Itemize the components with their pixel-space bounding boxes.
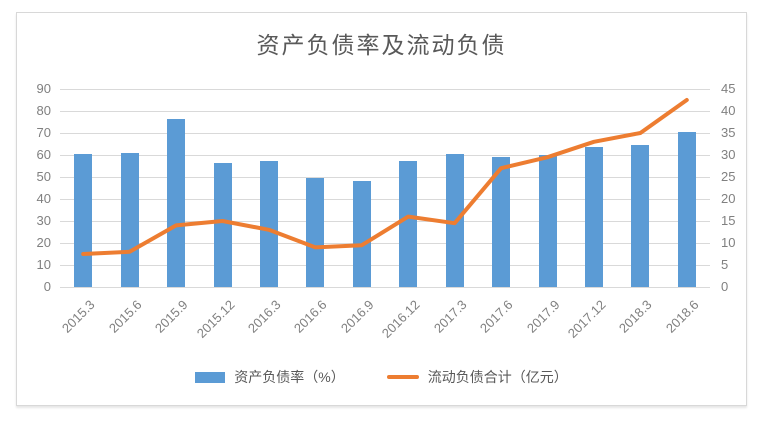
x-axis-label-2016.6: 2016.6 (291, 297, 330, 336)
bar-2015.9 (167, 118, 186, 287)
right-axis-tick-25: 25 (721, 169, 736, 184)
left-axis-tick-60: 60 (36, 147, 51, 162)
right-axis-tick-45: 45 (721, 81, 736, 96)
left-axis-tick-70: 70 (36, 125, 51, 140)
left-axis-tick-90: 90 (36, 81, 51, 96)
bar-2017.12 (584, 147, 603, 287)
gridline-20 (60, 242, 710, 244)
right-axis-tick-10: 10 (721, 235, 736, 250)
left-axis-tick-30: 30 (36, 213, 51, 228)
current-liabilities-line (81, 98, 689, 256)
left-axis-tick-10: 10 (36, 257, 51, 272)
bar-2016.12 (399, 160, 418, 287)
bar-2018.6 (677, 131, 696, 287)
x-axis-label-2017.12: 2017.12 (564, 297, 609, 341)
bar-2016.9 (352, 181, 371, 287)
bar-2017.9 (538, 155, 557, 287)
gridline-10 (60, 264, 710, 266)
gridline-70 (60, 132, 710, 134)
right-axis-tick-5: 5 (721, 257, 729, 272)
right-axis-tick-20: 20 (721, 191, 736, 206)
plot-area: 0 10 20 30 40 50 60 70 80 90 0 5 10 15 20 25 30 35 40 45 201… (37, 82, 736, 341)
gridline-40 (60, 198, 710, 200)
chart-legend: 资产负债率（%） 流动负债合计（亿元） (17, 367, 746, 387)
left-axis-tick-0: 0 (43, 279, 51, 294)
x-axis-label-2015.3: 2015.3 (59, 297, 98, 336)
bar-2017.6 (492, 157, 511, 287)
x-axis-label-2016.3: 2016.3 (244, 297, 284, 336)
gridline-60 (60, 154, 710, 156)
left-axis-tick-40: 40 (36, 191, 51, 206)
x-axis-label-2018.6: 2018.6 (662, 297, 702, 336)
gridline-0 (60, 286, 710, 288)
right-axis-tick-35: 35 (721, 125, 736, 140)
right-axis-tick-40: 40 (721, 103, 736, 118)
bar-series-swatch (195, 371, 226, 383)
gridline-90 (60, 88, 710, 90)
x-axis-label-2016.12: 2016.12 (378, 297, 423, 341)
x-axis-label-2015.12: 2015.12 (193, 297, 238, 341)
x-axis-label-2016.9: 2016.9 (337, 297, 377, 336)
bar-2015.12 (213, 162, 232, 287)
left-axis-tick-20: 20 (36, 235, 51, 250)
legend-item-debt-ratio: 资产负债率（%） (195, 367, 345, 387)
x-axis-label-2017.3: 2017.3 (430, 297, 470, 336)
x-axis-label-2015.6: 2015.6 (105, 297, 145, 336)
right-axis-tick-30: 30 (721, 147, 736, 162)
line-series-swatch (386, 375, 419, 379)
left-axis-tick-80: 80 (36, 103, 51, 118)
x-axis-label-2018.3: 2018.3 (616, 297, 655, 336)
gridline-30 (60, 220, 710, 222)
current-liabilities-line-layer (81, 98, 689, 256)
left-axis-tick-50: 50 (36, 169, 51, 184)
gridline-80 (60, 110, 710, 112)
bar-2018.3 (631, 145, 650, 287)
right-axis-tick-0: 0 (721, 279, 729, 294)
right-axis-tick-15: 15 (721, 213, 736, 228)
chart-title: 资产负债率及流动负债 (256, 32, 507, 58)
bar-2016.3 (259, 160, 278, 287)
legend-label: 资产负债率（%） (234, 369, 345, 385)
x-axis-label-2017.9: 2017.9 (523, 297, 563, 336)
x-axis-label-2015.9: 2015.9 (151, 297, 191, 336)
chart-panel: 资产负债率及流动负债 0 10 20 30 40 50 60 70 80 90 0 5 10 15 20 25… (16, 12, 747, 406)
bar-2016.6 (306, 178, 325, 287)
legend-label: 流动负债合计（亿元） (427, 369, 568, 385)
gridline-50 (60, 176, 710, 178)
legend-item-current-liabilities: 流动负债合计（亿元） (386, 367, 568, 387)
x-axis-label-2017.6: 2017.6 (476, 297, 516, 336)
